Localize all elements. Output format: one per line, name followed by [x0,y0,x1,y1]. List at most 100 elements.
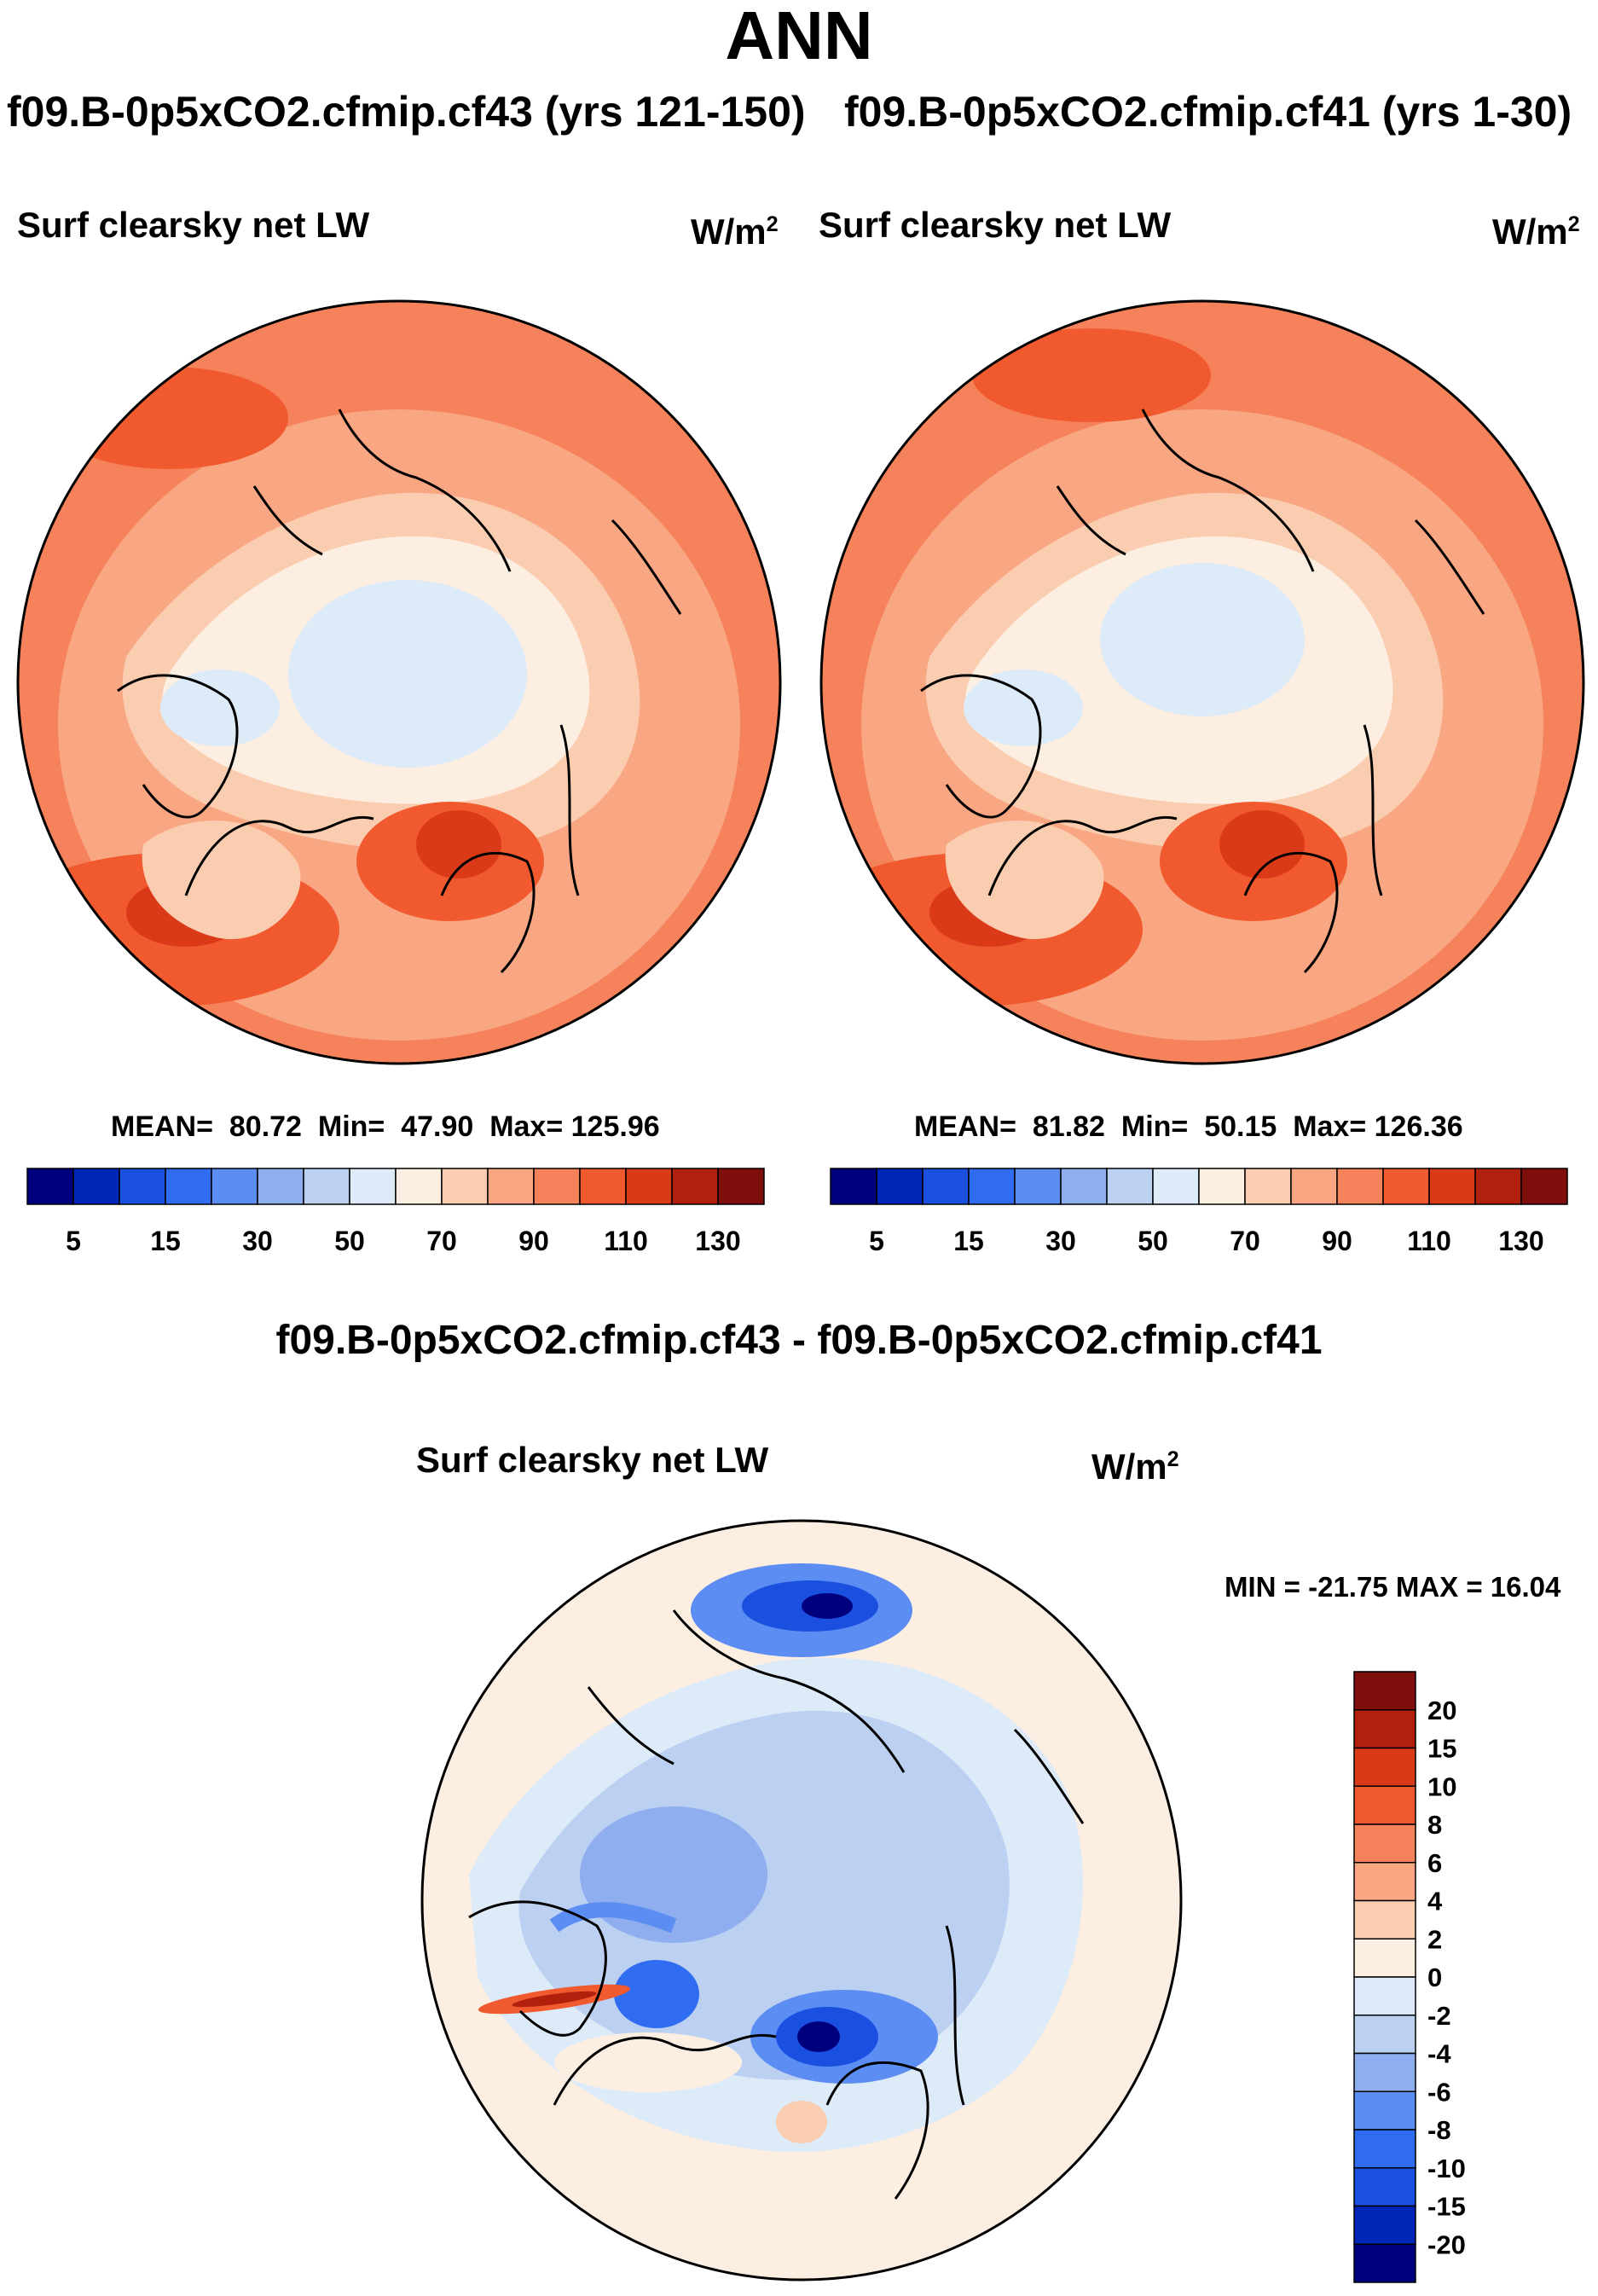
left-colorbar-box [303,1168,350,1205]
left-units-exp: 2 [766,212,779,236]
right-colorbar-tick-label: 5 [869,1226,884,1256]
right-colorbar: 5 15 30 50 70 90 110 130 [830,1168,1568,1256]
left-colorbar-tick-label: 30 [242,1226,273,1256]
diff-colorbar-box [1353,2129,1416,2169]
right-colorbar-box [1290,1168,1338,1205]
right-units-base: W/m [1492,212,1568,252]
right-mean-label: MEAN= [914,1110,1016,1143]
left-colorbar-box [533,1168,581,1205]
left-colorbar-box [119,1168,166,1205]
right-variable-label: Surf clearsky net LW [819,205,1172,245]
right-colorbar-tick-label: 50 [1138,1226,1168,1256]
diff-colorbar-box [1353,2015,1416,2055]
diff-colorbar-box [1353,1747,1416,1787]
diff-colorbar-tick-label: -15 [1427,2192,1466,2222]
right-colorbar-box [1428,1168,1476,1205]
diff-units-exp: 2 [1167,1447,1179,1471]
diff-colorbar-tick-label: 6 [1427,1848,1442,1878]
right-colorbar-tick-label: 15 [953,1226,984,1256]
right-case-title: f09.B-0p5xCO2.cfmip.cf41 (yrs 1-30) [844,88,1572,136]
left-colorbar-tick-label: 90 [518,1226,549,1256]
left-colorbar-box [441,1168,489,1205]
left-colorbar-tick-label: 110 [604,1226,648,1256]
right-colorbar-tick-label: 110 [1407,1226,1451,1256]
left-colorbar-box [165,1168,212,1205]
left-colorbar-box [72,1168,120,1205]
diff-colorbar-box [1353,1976,1416,2016]
right-min-value: 50.15 [1204,1110,1277,1143]
left-colorbar-tick-label: 130 [695,1226,740,1256]
diff-colorbar-box [1353,1671,1416,1711]
right-colorbar-box [1106,1168,1154,1205]
left-stats: MEAN= 80.72 Min= 47.90 Max= 125.96 [111,1110,660,1144]
left-colorbar-box [579,1168,627,1205]
left-colorbar-box [349,1168,397,1205]
left-max-value: 125.96 [570,1110,660,1143]
left-colorbar-tick-label: 50 [334,1226,365,1256]
right-colorbar-box [830,1168,877,1205]
right-colorbar-tick-label: 70 [1230,1226,1260,1256]
diff-units: W/m2 [1091,1447,1179,1487]
left-variable-label: Surf clearsky net LW [17,205,370,245]
diff-minmax: MIN = -21.75 MAX = 16.04 [1225,1571,1561,1603]
left-colorbar-box [717,1168,765,1205]
left-min-value: 47.90 [401,1110,474,1143]
right-colorbar-box [1014,1168,1062,1205]
left-mean-label: MEAN= [111,1110,213,1143]
right-colorbar-box [1382,1168,1430,1205]
left-polar-map [16,299,782,1065]
diff-colorbar-tick-label: -20 [1427,2229,1466,2259]
right-units-exp: 2 [1567,212,1580,236]
diff-colorbar-tick-label: -2 [1427,2001,1451,2031]
left-colorbar-box [395,1168,443,1205]
diff-colorbar-box [1353,2243,1416,2283]
right-polar-map [819,299,1585,1065]
left-colorbar-box [625,1168,673,1205]
diff-polar-map [420,1519,1183,2282]
right-colorbar-box [1244,1168,1292,1205]
left-colorbar-box [26,1168,74,1205]
diff-colorbar-box [1353,1899,1416,1939]
left-max-label: Max= [489,1110,564,1143]
main-title: ANN [725,0,873,73]
right-colorbar-box [1060,1168,1108,1205]
right-mean-value: 81.82 [1032,1110,1105,1143]
right-max-label: Max= [1293,1110,1367,1143]
diff-colorbar-box [1353,1785,1416,1825]
diff-colorbar-tick-label: 2 [1427,1924,1442,1954]
right-min-label: Min= [1120,1110,1189,1143]
right-colorbar-tick-label: 130 [1498,1226,1543,1256]
right-colorbar-box [876,1168,923,1205]
right-max-value: 126.36 [1374,1110,1463,1143]
left-colorbar-box [671,1168,719,1205]
diff-colorbar-tick-label: 4 [1427,1887,1443,1916]
right-stats: MEAN= 81.82 Min= 50.15 Max= 126.36 [914,1110,1463,1144]
diff-colorbar-tick-label: 8 [1427,1810,1442,1840]
diff-colorbar-tick-label: -4 [1427,2039,1451,2069]
diff-colorbar-box [1353,2090,1416,2131]
left-colorbar-box [487,1168,535,1205]
right-colorbar-box [1520,1168,1568,1205]
right-colorbar-box [922,1168,970,1205]
diff-case-title: f09.B-0p5xCO2.cfmip.cf43 - f09.B-0p5xCO2… [275,1318,1323,1363]
left-colorbar-tick-label: 5 [66,1226,81,1256]
diff-colorbar-box [1353,2167,1416,2207]
diff-colorbar-box [1353,1938,1416,1978]
diff-variable-label: Surf clearsky net LW [416,1440,769,1480]
right-colorbar-box [1152,1168,1200,1205]
right-units: W/m2 [1492,212,1580,252]
left-colorbar-tick-label: 70 [426,1226,457,1256]
diff-colorbar-box [1353,1709,1416,1749]
left-colorbar: 5 15 30 50 70 90 110 130 [26,1168,765,1256]
diff-colorbar-box [1353,1823,1416,1864]
left-units-base: W/m [691,212,767,252]
diff-colorbar-tick-label: 0 [1427,1963,1442,1992]
diff-colorbar-tick-label: -8 [1427,2115,1451,2145]
right-colorbar-box [1474,1168,1522,1205]
right-colorbar-box [1336,1168,1384,1205]
right-colorbar-box [968,1168,1016,1205]
diff-colorbar-box [1353,1862,1416,1902]
left-colorbar-box [257,1168,304,1205]
left-mean-value: 80.72 [229,1110,302,1143]
